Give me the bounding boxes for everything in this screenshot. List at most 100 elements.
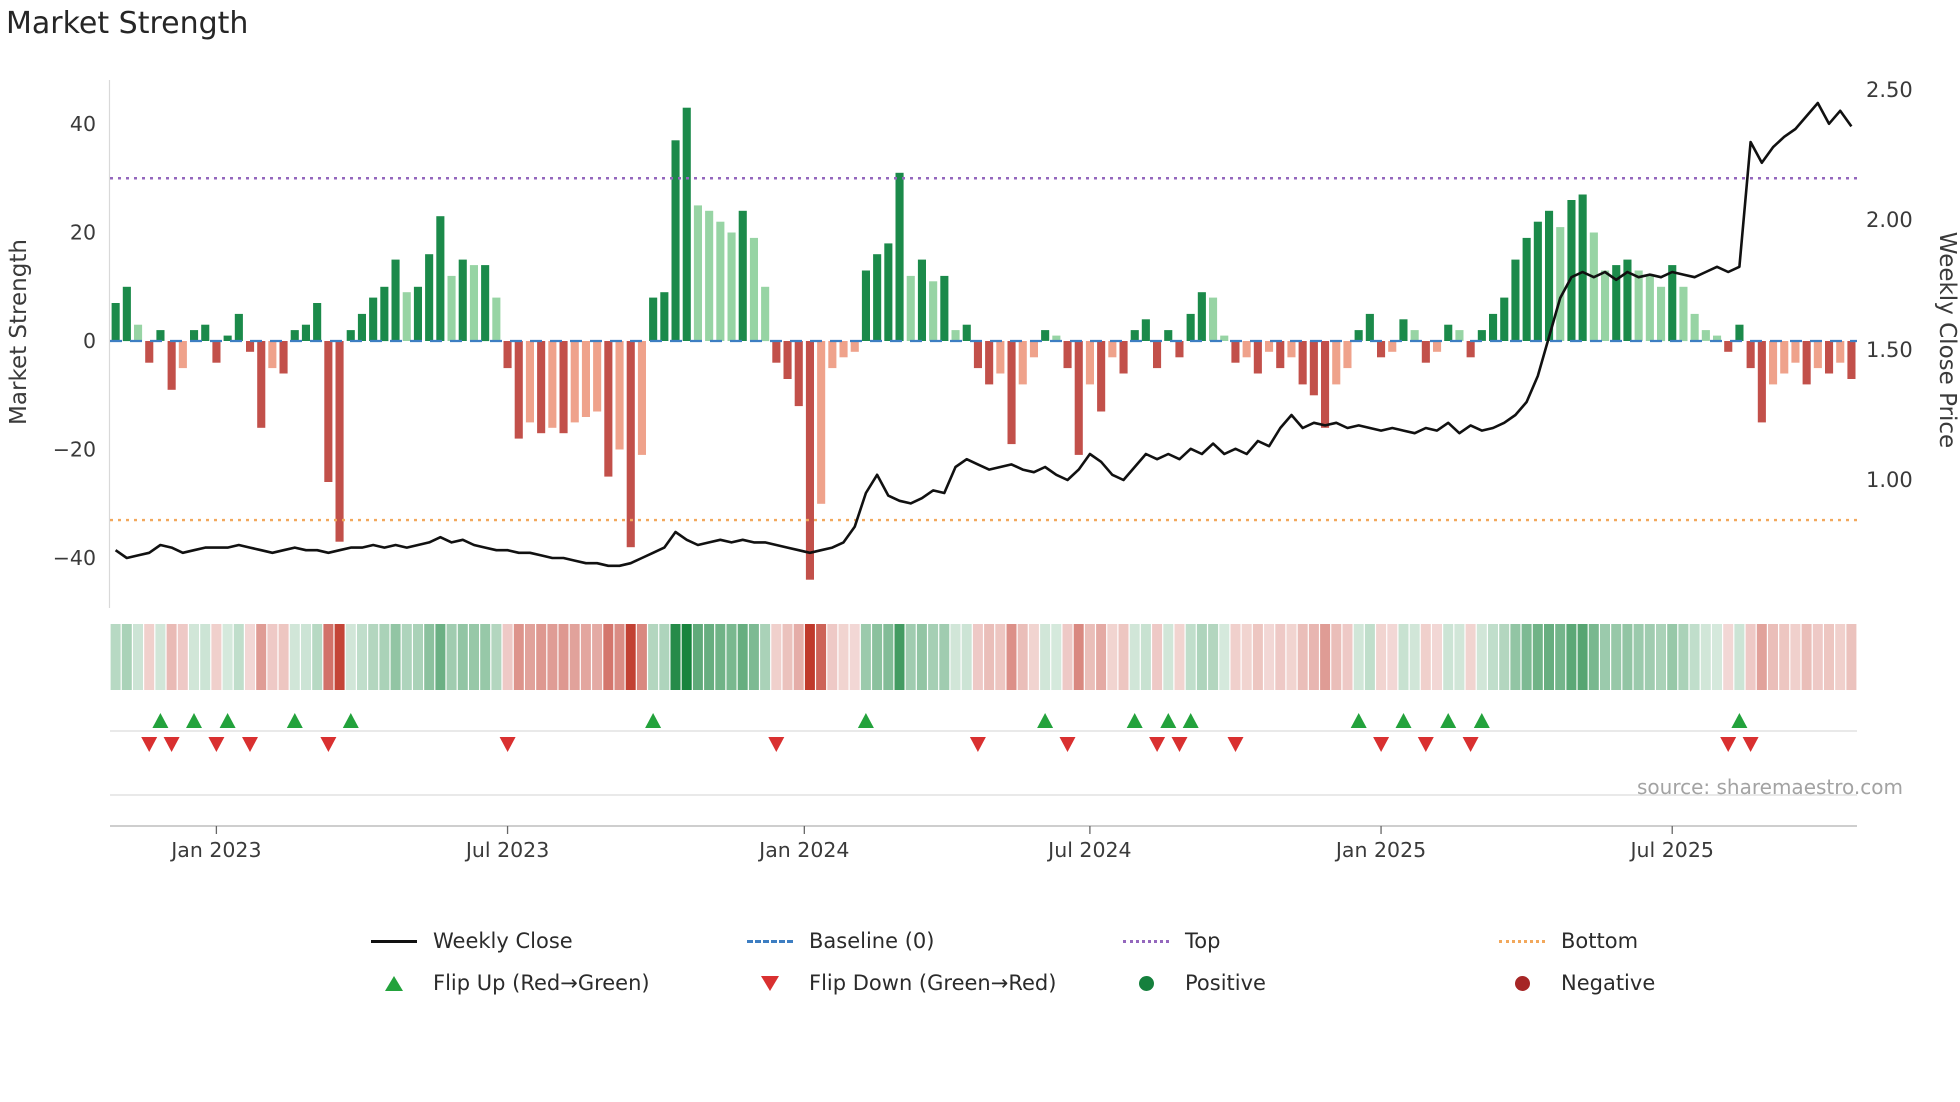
strength-bar xyxy=(1197,292,1206,341)
bottom-dotted-swatch xyxy=(1498,939,1546,943)
heatmap-cell xyxy=(1196,624,1207,690)
strength-bar xyxy=(1813,341,1822,369)
heatmap-cell xyxy=(793,624,804,690)
heatmap-cell xyxy=(1028,624,1039,690)
left-axis-title: Market Strength xyxy=(6,239,32,425)
heatmap-cell xyxy=(245,624,255,690)
heatmap-cell xyxy=(1745,624,1756,690)
strength-bar xyxy=(996,341,1005,374)
strength-bar xyxy=(1097,341,1106,412)
strength-bar xyxy=(402,292,411,341)
x-tick-label: Jul 2025 xyxy=(1629,838,1714,862)
legend-item-bottom: Bottom xyxy=(1498,926,1874,956)
heatmap-cell xyxy=(536,624,547,690)
strength-bar xyxy=(761,286,770,342)
strength-heatmap xyxy=(110,624,1857,690)
strength-bar xyxy=(626,341,635,548)
heatmap-cell xyxy=(345,624,356,690)
strength-bar xyxy=(357,313,366,341)
strength-bar xyxy=(794,341,803,407)
legend-item-flip-up: Flip Up (Red→Green) xyxy=(370,968,746,998)
heatmap-cell xyxy=(782,624,793,690)
strength-bar xyxy=(290,330,299,341)
strength-bar xyxy=(1041,330,1050,341)
strength-bar xyxy=(268,341,277,369)
flip-down-marker xyxy=(1171,737,1188,752)
strength-bar xyxy=(1567,200,1576,341)
heatmap-cell xyxy=(659,624,670,690)
flip-up-marker xyxy=(645,713,662,728)
heatmap-cell xyxy=(166,624,177,690)
strength-bar xyxy=(1365,313,1374,341)
legend-item-baseline: Baseline (0) xyxy=(746,926,1122,956)
heatmap-cell xyxy=(1768,624,1778,690)
strength-bar xyxy=(1836,341,1845,363)
heatmap-cell xyxy=(155,624,166,690)
heatmap-cell xyxy=(1756,624,1767,690)
heatmap-cell xyxy=(1712,624,1722,690)
heatmap-cell xyxy=(827,624,838,690)
strength-bar xyxy=(257,341,266,428)
strength-bar xyxy=(895,172,904,341)
strength-bar xyxy=(940,275,949,341)
heatmap-cell xyxy=(1544,624,1554,690)
top-dotted-swatch xyxy=(1122,939,1170,943)
legend-label: Flip Down (Green→Red) xyxy=(809,971,1057,995)
heatmap-cell xyxy=(883,624,894,690)
flip-up-marker xyxy=(186,713,202,728)
strength-bar xyxy=(873,254,882,341)
strength-bar xyxy=(1343,341,1352,369)
strength-bar xyxy=(884,243,893,341)
heatmap-cell xyxy=(1264,624,1275,690)
heatmap-cell xyxy=(1510,624,1521,690)
flip-down-marker xyxy=(969,737,986,752)
strength-bar xyxy=(1108,341,1117,358)
flip-down-marker xyxy=(320,737,337,752)
baseline-dash-swatch xyxy=(746,939,794,943)
strength-bar xyxy=(1466,341,1475,358)
strength-bar xyxy=(234,313,243,341)
legend-item-positive: Positive xyxy=(1122,968,1498,998)
heatmap-cell xyxy=(995,624,1006,690)
heatmap-cell xyxy=(256,624,267,690)
strength-bar xyxy=(1242,341,1251,358)
heatmap-cell xyxy=(1152,624,1163,690)
heatmap-cell xyxy=(1488,624,1498,690)
heatmap-cell xyxy=(916,624,927,690)
strength-bar xyxy=(413,286,422,342)
strength-bar xyxy=(985,341,994,385)
flip-down-marker xyxy=(1059,737,1076,752)
legend-item-flip-down: Flip Down (Green→Red) xyxy=(746,968,1122,998)
strength-bar xyxy=(1500,297,1509,341)
strength-bar xyxy=(593,341,602,412)
strength-bar xyxy=(1085,341,1094,385)
strength-bar xyxy=(481,265,490,342)
legend-label: Flip Up (Red→Green) xyxy=(433,971,650,995)
flip-up-marker xyxy=(1350,713,1367,728)
strength-bar xyxy=(693,205,702,341)
strength-bar xyxy=(1668,265,1677,342)
strength-bar xyxy=(1231,341,1240,363)
legend-label: Negative xyxy=(1561,971,1656,995)
legend-label: Bottom xyxy=(1561,929,1639,953)
strength-bar xyxy=(1388,341,1397,352)
heatmap-cell xyxy=(860,624,871,690)
heatmap-cell xyxy=(1118,624,1129,690)
heatmap-cell xyxy=(726,624,737,690)
heatmap-cell xyxy=(435,624,446,690)
heatmap-cell xyxy=(1734,624,1745,690)
heatmap-cell xyxy=(760,624,771,690)
heatmap-cell xyxy=(625,624,636,690)
heatmap-cell xyxy=(401,624,412,690)
heatmap-cell xyxy=(278,624,289,690)
heatmap-cell xyxy=(771,624,782,690)
heatmap-cell xyxy=(1163,624,1174,690)
strength-bar xyxy=(1265,341,1274,352)
strength-bar xyxy=(1746,341,1755,369)
strength-bar xyxy=(134,324,143,341)
chart-legend: Weekly Close Baseline (0) Top Bottom Fli… xyxy=(370,926,1874,998)
strength-bar xyxy=(973,341,982,369)
heatmap-cell xyxy=(469,624,479,690)
strength-bar xyxy=(1287,341,1296,358)
heatmap-cell xyxy=(1611,624,1622,690)
